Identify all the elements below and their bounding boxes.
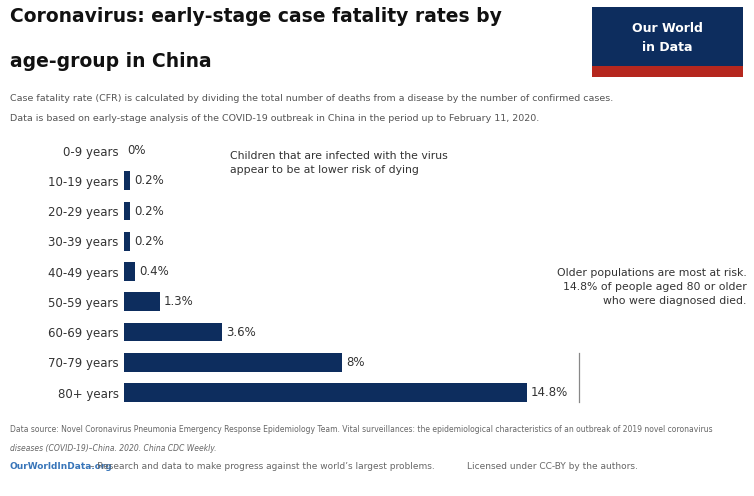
Text: 0.4%: 0.4%: [139, 265, 169, 278]
Bar: [124, 353, 342, 372]
Text: Licensed under CC-BY by the authors.: Licensed under CC-BY by the authors.: [467, 462, 639, 471]
Text: OurWorldInData.org: OurWorldInData.org: [10, 462, 112, 471]
Text: 3.6%: 3.6%: [226, 325, 256, 339]
Bar: [592, 66, 743, 77]
Bar: [124, 202, 130, 220]
Text: diseases (COVID-19)–China. 2020. China CDC Weekly.: diseases (COVID-19)–China. 2020. China C…: [10, 444, 216, 453]
Text: Children that are infected with the virus
appear to be at lower risk of dying: Children that are infected with the viru…: [230, 151, 448, 175]
Text: 1.3%: 1.3%: [164, 295, 194, 309]
Bar: [124, 262, 135, 281]
Text: – Research and data to make progress against the world’s largest problems.: – Research and data to make progress aga…: [87, 462, 434, 471]
Text: 0.2%: 0.2%: [134, 174, 164, 187]
Text: 0.2%: 0.2%: [134, 235, 164, 248]
Bar: [124, 172, 130, 190]
Text: Our World: Our World: [632, 22, 703, 35]
Text: 14.8%: 14.8%: [531, 386, 569, 399]
Text: Coronavirus: early-stage case fatality rates by: Coronavirus: early-stage case fatality r…: [10, 7, 501, 26]
Text: 0.2%: 0.2%: [134, 204, 164, 218]
Text: Case fatality rate (CFR) is calculated by dividing the total number of deaths fr: Case fatality rate (CFR) is calculated b…: [10, 94, 613, 103]
Text: Data is based on early-stage analysis of the COVID-19 outbreak in China in the p: Data is based on early-stage analysis of…: [10, 114, 539, 123]
Bar: [124, 323, 222, 341]
Text: Data source: Novel Coronavirus Pneumonia Emergency Response Epidemiology Team. V: Data source: Novel Coronavirus Pneumonia…: [10, 425, 713, 434]
Text: 0%: 0%: [127, 144, 146, 157]
Text: Older populations are most at risk.
14.8% of people aged 80 or older
who were di: Older populations are most at risk. 14.8…: [556, 268, 746, 306]
Text: in Data: in Data: [642, 41, 692, 54]
Bar: [124, 293, 160, 311]
Text: 8%: 8%: [346, 356, 364, 369]
Bar: [124, 232, 130, 250]
Text: age-group in China: age-group in China: [10, 52, 211, 71]
Bar: [124, 383, 527, 402]
